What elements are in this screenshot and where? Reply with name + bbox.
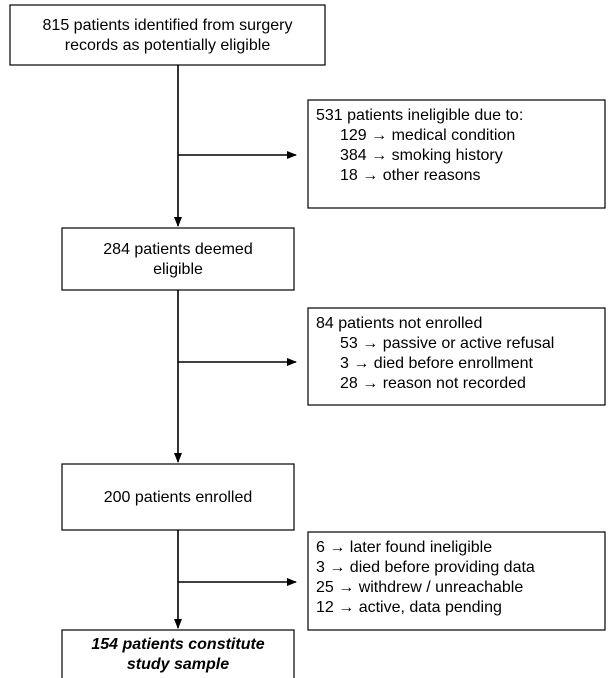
boxes: 815 patients identified from surgery reco… bbox=[9, 4, 606, 678]
box-label: 815 patients identified from surgery bbox=[43, 17, 293, 34]
box-label: records as potentially eligible bbox=[65, 37, 271, 54]
main-box bbox=[61, 463, 295, 531]
box-label: 200 patients enrolled bbox=[104, 489, 253, 506]
exclusion-item: 384 → smoking history bbox=[340, 147, 503, 164]
exclusion-box bbox=[307, 307, 606, 406]
exclusion-item: 3 → died before providing data bbox=[316, 559, 535, 576]
exclusion-heading: 531 patients ineligible due to: bbox=[316, 107, 523, 124]
exclusion-box bbox=[307, 99, 606, 209]
exclusion-item: 53 → passive or active refusal bbox=[340, 335, 554, 352]
exclusion-item: 6 → later found ineligible bbox=[316, 539, 492, 556]
box-label: 284 patients deemed bbox=[103, 241, 252, 258]
main-box bbox=[61, 227, 295, 291]
exclusion-item: 3 → died before enrollment bbox=[340, 355, 534, 372]
exclusion-item: 12 → active, data pending bbox=[316, 599, 502, 616]
box-label: eligible bbox=[153, 261, 203, 278]
box-label: study sample bbox=[127, 656, 229, 673]
exclusion-box bbox=[307, 531, 606, 631]
exclusion-item: 129 → medical condition bbox=[340, 127, 515, 144]
exclusion-item: 28 → reason not recorded bbox=[340, 375, 526, 392]
exclusion-item: 25 → withdrew / unreachable bbox=[316, 579, 523, 596]
box-label: 154 patients constitute bbox=[91, 636, 264, 653]
exclusion-heading: 84 patients not enrolled bbox=[316, 315, 482, 332]
exclusion-item: 18 → other reasons bbox=[340, 167, 481, 184]
main-box bbox=[9, 4, 326, 66]
main-box bbox=[61, 629, 295, 678]
